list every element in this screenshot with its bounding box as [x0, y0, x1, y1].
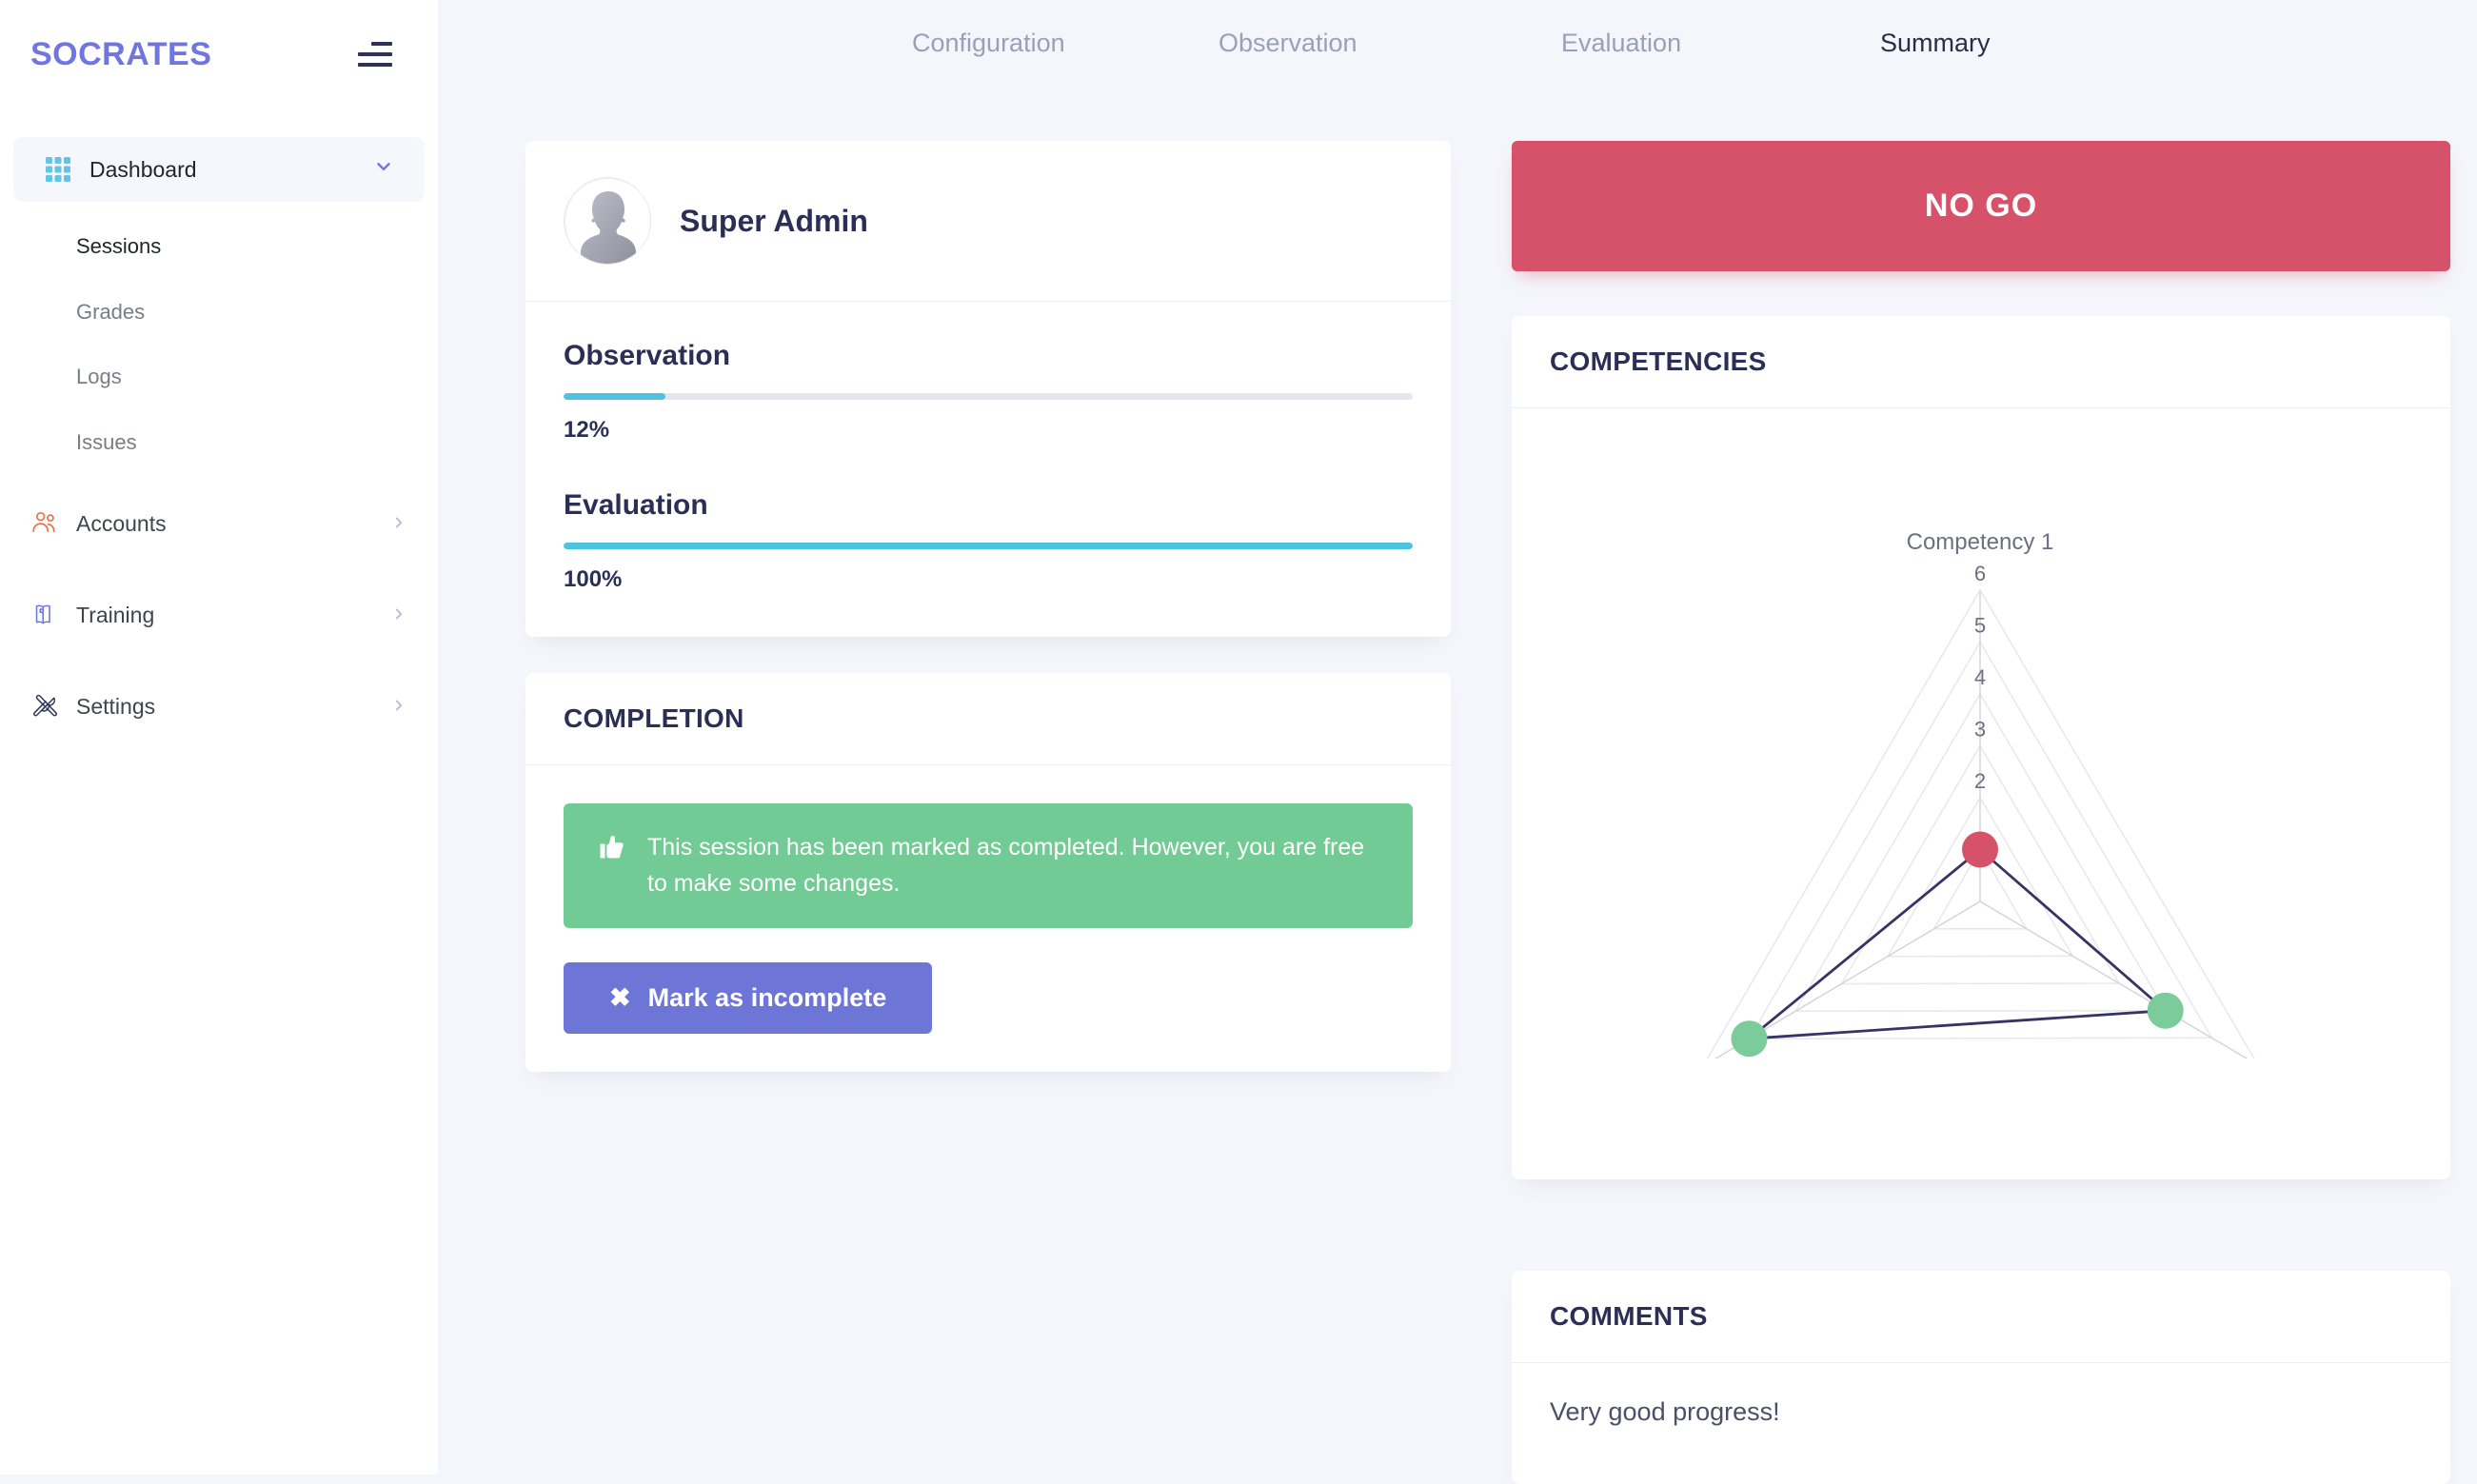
svg-text:3: 3: [1974, 718, 1986, 742]
svg-text:6: 6: [1974, 562, 1986, 585]
svg-text:Competency 1: Competency 1: [1907, 529, 2054, 555]
svg-text:4: 4: [1974, 665, 1986, 689]
svg-text:2: 2: [1974, 769, 1986, 793]
svg-text:5: 5: [1974, 614, 1986, 638]
